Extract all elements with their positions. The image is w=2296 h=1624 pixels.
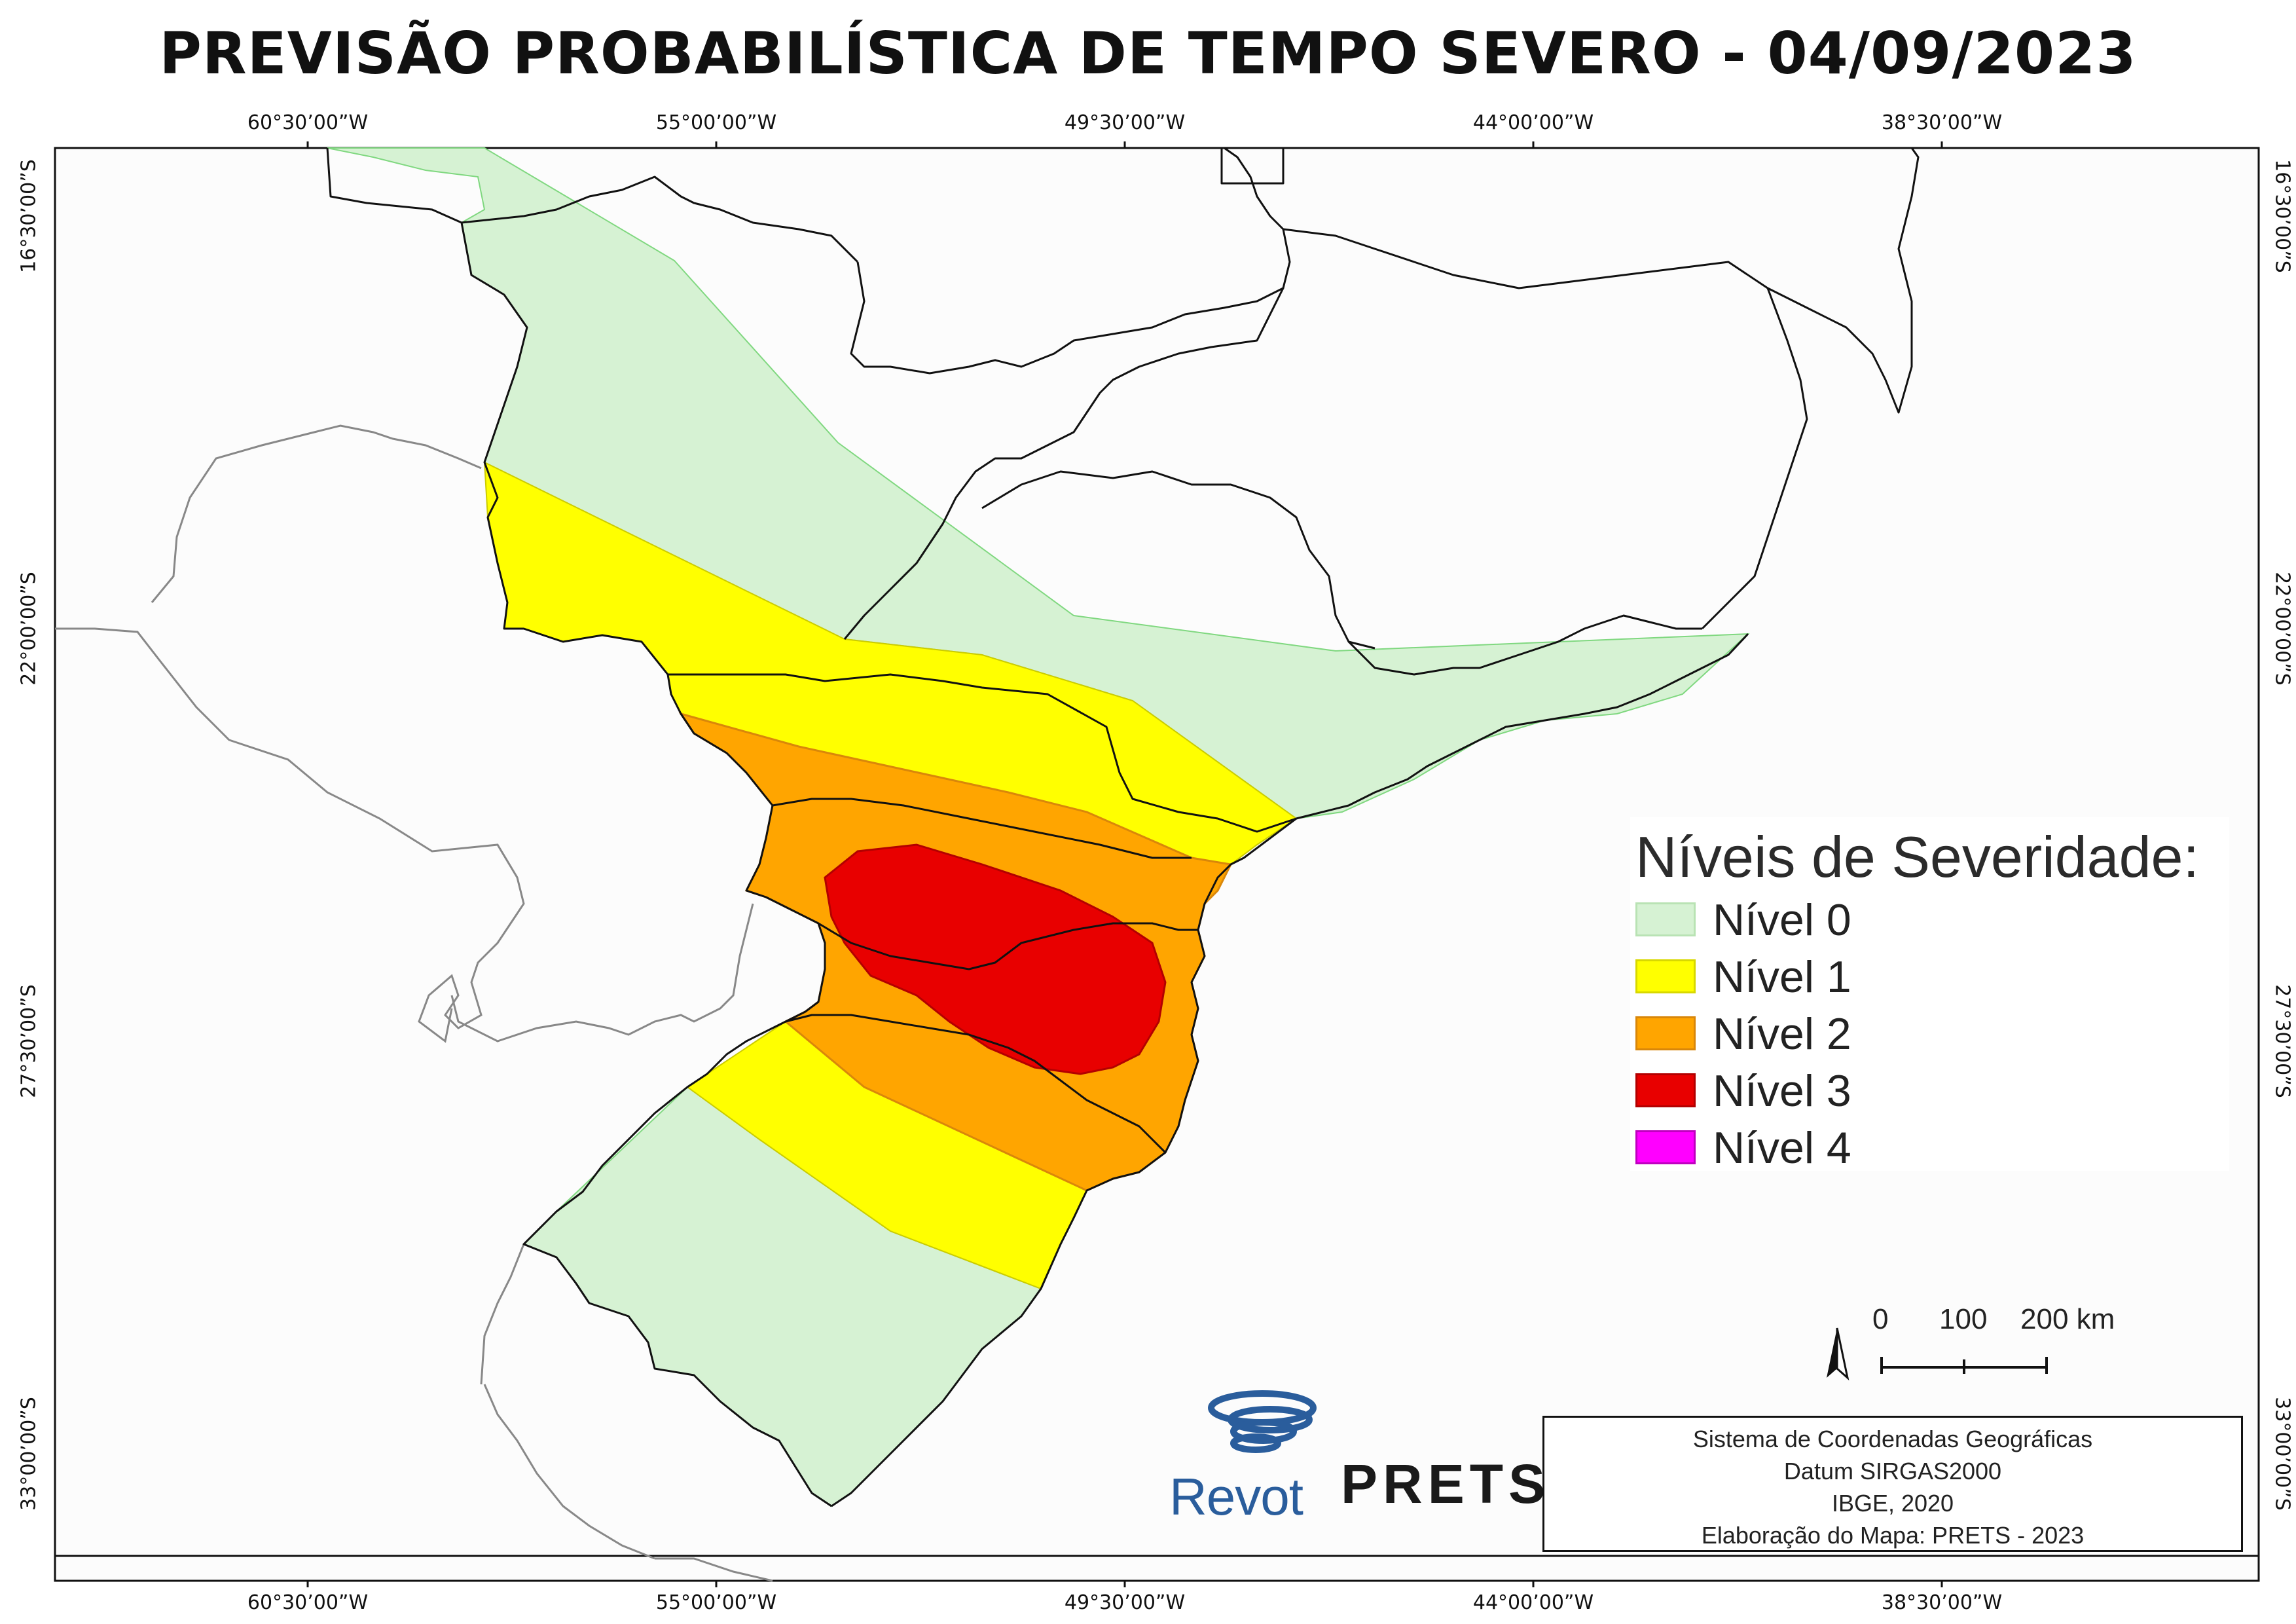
argentina-south-border [483, 1384, 655, 1560]
revot-logo-icon [1208, 1390, 1317, 1453]
legend-title: Níveis de Severidade: [1635, 824, 2199, 889]
info-line-source: IBGE, 2020 [1831, 1490, 1954, 1517]
ba-border [1283, 147, 1920, 414]
lon-label-top-3: 49°30’00”W [1064, 111, 1186, 134]
uruguay-south-border [655, 1557, 773, 1582]
lat-label-left-3: 27°30’00”S [17, 984, 41, 1098]
scale-label-100: 100 [1939, 1303, 1988, 1335]
lon-label-top-2: 55°00’00”W [655, 111, 777, 134]
sc-rs-border [785, 1014, 1167, 1154]
bolivia-north-border [151, 424, 482, 603]
legend-item-level-3: Nível 3 [1635, 1066, 2094, 1116]
lat-label-right-1: 16°30’00”S [2270, 159, 2294, 273]
info-line-datum: Datum SIRGAS2000 [1783, 1458, 2002, 1485]
legend-item-level-4: Nível 4 [1635, 1123, 2094, 1173]
legend-label-level-1: Nível 1 [1713, 952, 1851, 1002]
mt-go-border [461, 175, 859, 263]
north-border-top [1220, 148, 1285, 185]
lon-label-top-4: 44°00’00”W [1472, 111, 1594, 134]
brazil-state-borders [326, 147, 1920, 1507]
lon-label-bottom-5: 38°30’00”W [1881, 1591, 2003, 1614]
legend-swatch-level-2 [1635, 1016, 1696, 1050]
ms-pr-border [772, 798, 1192, 859]
lat-label-left-2: 22°00’00”S [17, 572, 41, 686]
argentina-border [450, 903, 754, 1043]
coast-south [831, 817, 1297, 1507]
lon-label-top-1: 60°30’00”W [247, 111, 369, 134]
scale-label-0: 0 [1872, 1303, 1889, 1335]
level-3-region [824, 843, 1167, 1075]
lat-label-left-4: 33°00’00”S [17, 1397, 41, 1511]
legend-item-level-1: Nível 1 [1635, 952, 2094, 1002]
prets-logo-text: PRETS [1341, 1453, 1551, 1515]
coast-sp-rj [1296, 633, 1749, 820]
legend-label-level-3: Nível 3 [1713, 1066, 1851, 1116]
legend-label-level-0: Nível 0 [1713, 895, 1851, 945]
legend-swatch-level-1 [1635, 959, 1696, 993]
neighbor-borders [55, 424, 773, 1582]
revot-logo-text: Revot [1169, 1467, 1303, 1526]
sp-mg-south-border [981, 470, 1376, 650]
go-mg-border [850, 147, 1291, 375]
legend-swatch-level-4 [1635, 1130, 1696, 1164]
north-arrow-icon [1827, 1327, 1850, 1381]
lon-label-bottom-4: 44°00’00”W [1472, 1591, 1594, 1614]
bolivia-paraguay-border [55, 627, 525, 1043]
lat-label-right-3: 27°30’00”S [2270, 984, 2294, 1098]
map-title: PREVISÃO PROBABILÍSTICA DE TEMPO SEVERO … [159, 20, 2137, 87]
legend-item-level-0: Nível 0 [1635, 895, 2094, 945]
info-line-credits: Elaboração do Mapa: PRETS - 2023 [1701, 1522, 2085, 1549]
es-rj-border [1347, 614, 1702, 676]
mg-sp-border [843, 287, 1285, 640]
map-info-box: Sistema de Coordenadas Geográficas Datum… [1542, 1416, 2243, 1552]
brazil-west-border [326, 147, 832, 1507]
lon-label-top-5: 38°30’00”W [1881, 111, 2003, 134]
lon-label-bottom-3: 49°30’00”W [1064, 1591, 1186, 1614]
graticule-ticks [306, 141, 1943, 1587]
legend-label-level-4: Nível 4 [1713, 1123, 1851, 1173]
lon-label-bottom-2: 55°00’00”W [655, 1591, 777, 1614]
scale-label-200: 200 km [2020, 1303, 2115, 1335]
lat-label-left-1: 16°30’00”S [17, 159, 41, 273]
lat-label-right-2: 22°00’00”S [2270, 572, 2294, 686]
legend-item-level-2: Nível 2 [1635, 1009, 2094, 1059]
pr-sc-border [818, 922, 1198, 970]
legend: Níveis de Severidade: Nível 0 Nível 1 Ní… [1630, 817, 2229, 1173]
legend-swatch-level-0 [1635, 902, 1696, 936]
lat-label-right-4: 33°00’00”S [2270, 1397, 2294, 1511]
info-line-coordinate-system: Sistema de Coordenadas Geográficas [1692, 1426, 2093, 1452]
legend-swatch-level-3 [1635, 1073, 1696, 1107]
legend-label-level-2: Nível 2 [1713, 1009, 1851, 1059]
scale-bar [1880, 1357, 2048, 1374]
ms-sp-border [668, 673, 1297, 833]
mg-es-border [1701, 287, 1808, 630]
lon-label-bottom-1: 60°30’00”W [247, 1591, 369, 1614]
